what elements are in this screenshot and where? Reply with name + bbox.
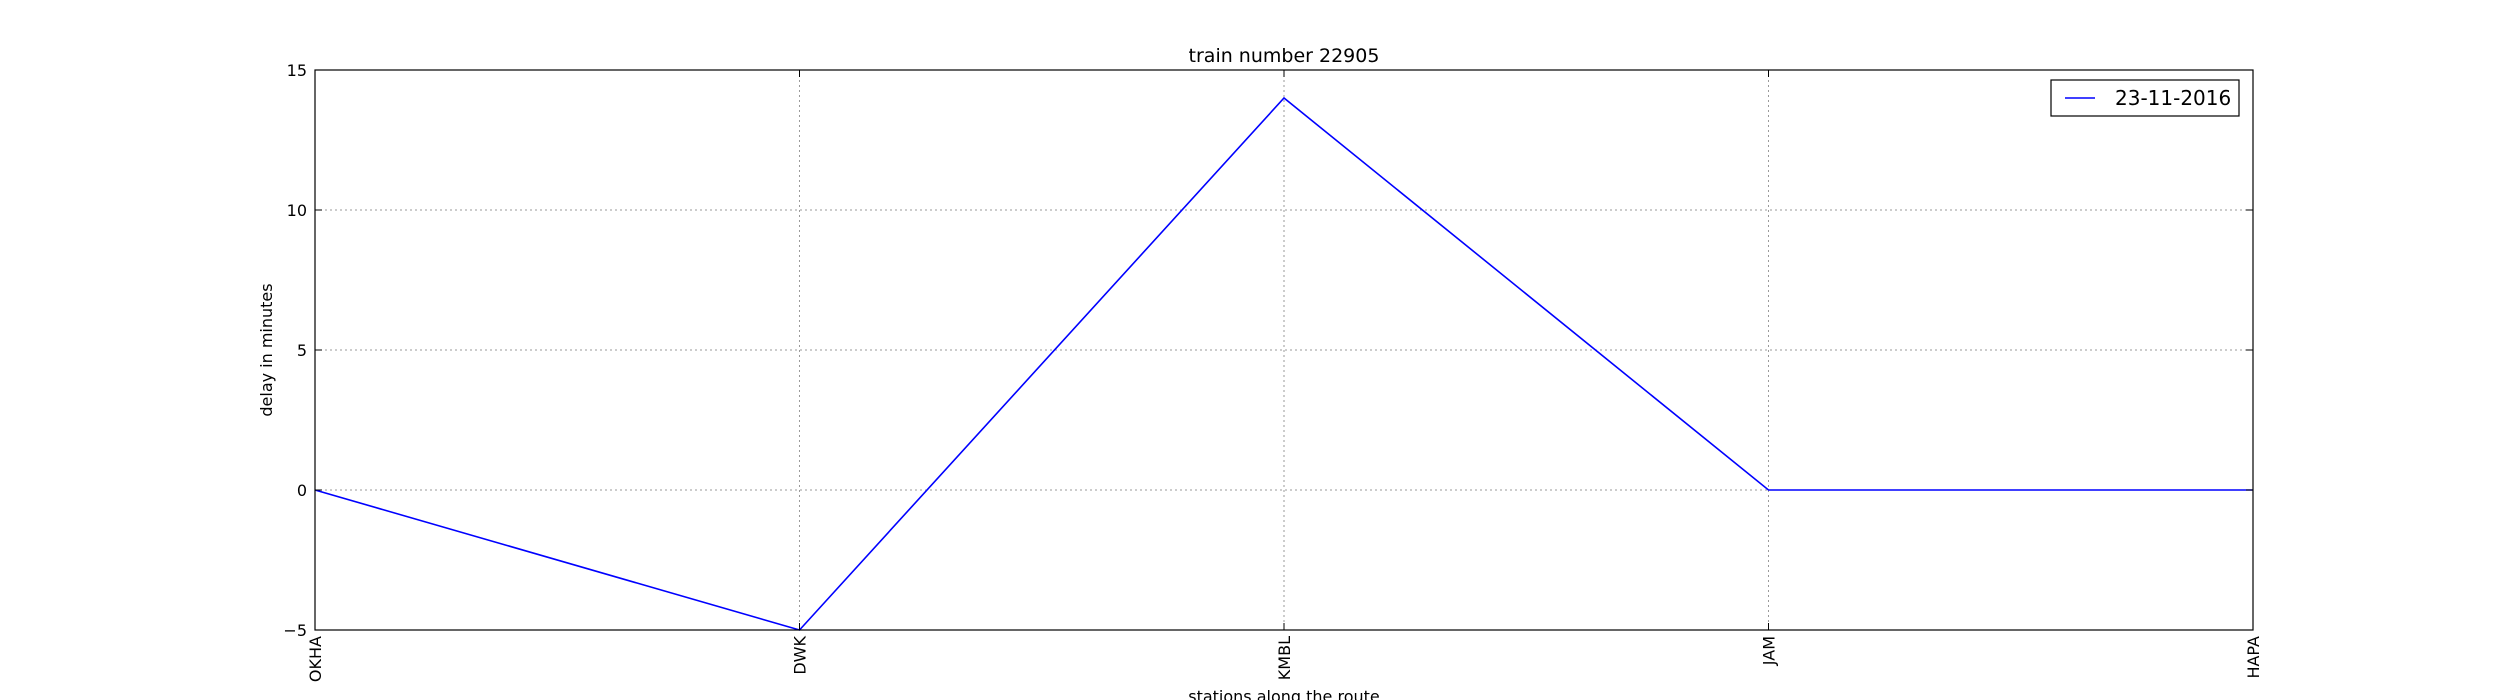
series-layer [314,96,2253,631]
legend: 23-11-2016 [2050,79,2240,117]
y-tick-label: 10 [287,201,307,220]
y-tick-label: −5 [283,621,307,640]
y-tick-label: 0 [297,481,307,500]
y-tick-label: 15 [287,61,307,80]
chart-title: train number 22905 [1189,45,1380,67]
x-tick-label: DWK [791,636,810,675]
series-line [314,96,2253,631]
x-axis-label: stations along the route [1188,687,1380,700]
x-tick-label: KMBL [1275,636,1294,680]
y-axis-label: delay in minutes [257,283,276,416]
x-tick-label: OKHA [306,636,325,682]
legend-label: 23-11-2016 [2115,86,2231,110]
ticks: −5 0 5 10 15 OKHA DWK KMBL JAM HAPA [283,61,2263,682]
y-tick-label: 5 [297,341,307,360]
x-tick-label: HAPA [2244,636,2263,679]
x-tick-label: JAM [1760,636,1779,666]
